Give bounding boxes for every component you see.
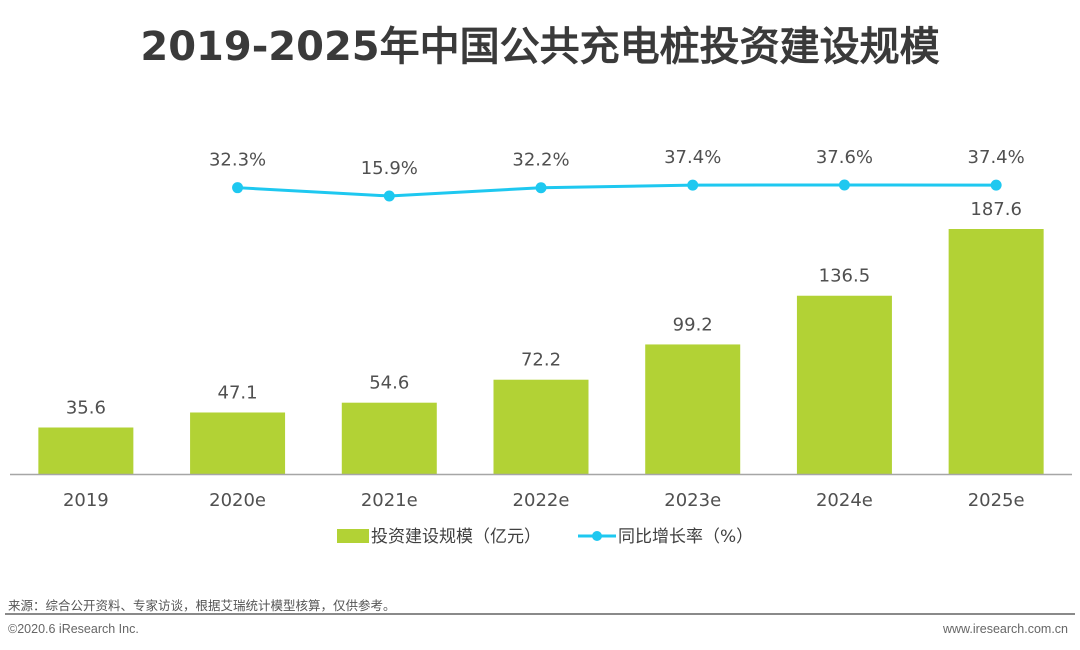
growth-rate-point-2024e bbox=[838, 179, 850, 191]
bar-2021e bbox=[341, 402, 437, 474]
legend-line-label: 同比增长率（%） bbox=[618, 527, 753, 547]
x-tick-label: 2024e bbox=[816, 490, 873, 511]
legend: 投资建设规模（亿元） 同比增长率（%） bbox=[337, 527, 753, 547]
bar-value-label: 47.1 bbox=[218, 382, 258, 403]
source-note: 来源：综合公开资料、专家访谈，根据艾瑞统计模型核算，仅供参考。 bbox=[8, 598, 396, 613]
x-tick-label: 2019 bbox=[63, 490, 109, 511]
legend-line-marker bbox=[592, 531, 602, 541]
bar-2024e bbox=[796, 295, 892, 474]
x-tick-label: 2023e bbox=[664, 490, 721, 511]
bar-2020e bbox=[190, 412, 286, 474]
growth-rate-label: 37.6% bbox=[816, 147, 873, 168]
growth-rate-point-2021e bbox=[383, 190, 395, 202]
growth-rate-point-2025e bbox=[990, 179, 1002, 191]
chart-title: 2019-2025年中国公共充电桩投资建设规模 bbox=[140, 24, 940, 70]
growth-rate-label: 37.4% bbox=[664, 147, 721, 168]
growth-rate-label: 32.3% bbox=[209, 150, 266, 171]
x-tick-label: 2025e bbox=[968, 490, 1025, 511]
x-tick-label: 2020e bbox=[209, 490, 266, 511]
bar-2019 bbox=[38, 427, 134, 474]
bar-value-label: 54.6 bbox=[369, 373, 409, 394]
bar-value-label: 187.6 bbox=[970, 199, 1022, 220]
growth-rate-label: 15.9% bbox=[361, 158, 418, 179]
growth-rate-label: 37.4% bbox=[968, 147, 1025, 168]
x-tick-label: 2021e bbox=[361, 490, 418, 511]
footer-divider bbox=[5, 613, 1075, 615]
bar-value-label: 136.5 bbox=[819, 266, 871, 287]
bar-2025e bbox=[948, 229, 1044, 474]
bar-2022e bbox=[493, 379, 589, 474]
growth-rate-point-2022e bbox=[535, 182, 547, 194]
legend-bar-label: 投资建设规模（亿元） bbox=[371, 527, 541, 547]
growth-rate-point-2020e bbox=[232, 182, 244, 194]
labels-layer: 35.6 2019 47.1 2020e 54.6 2021e 72.2 2022e 99.2 2… bbox=[63, 147, 1025, 511]
x-tick-label: 2022e bbox=[513, 490, 570, 511]
bar-value-label: 99.2 bbox=[673, 314, 713, 335]
bar-2023e bbox=[645, 344, 741, 474]
legend-bar-swatch bbox=[337, 529, 369, 543]
bars-layer bbox=[38, 229, 1044, 474]
website-link[interactable]: www.iresearch.com.cn bbox=[942, 622, 1068, 636]
bar-value-label: 35.6 bbox=[66, 398, 106, 419]
growth-rate-line bbox=[237, 183, 997, 198]
chart-canvas: 35.6 2019 47.1 2020e 54.6 2021e 72.2 2022e 99.2 2… bbox=[10, 147, 1072, 547]
line-layer bbox=[232, 179, 1002, 202]
bar-value-label: 72.2 bbox=[521, 350, 561, 371]
growth-rate-label: 32.2% bbox=[512, 150, 569, 171]
copyright: ©2020.6 iResearch Inc. bbox=[8, 622, 139, 636]
growth-rate-point-2023e bbox=[687, 179, 699, 191]
